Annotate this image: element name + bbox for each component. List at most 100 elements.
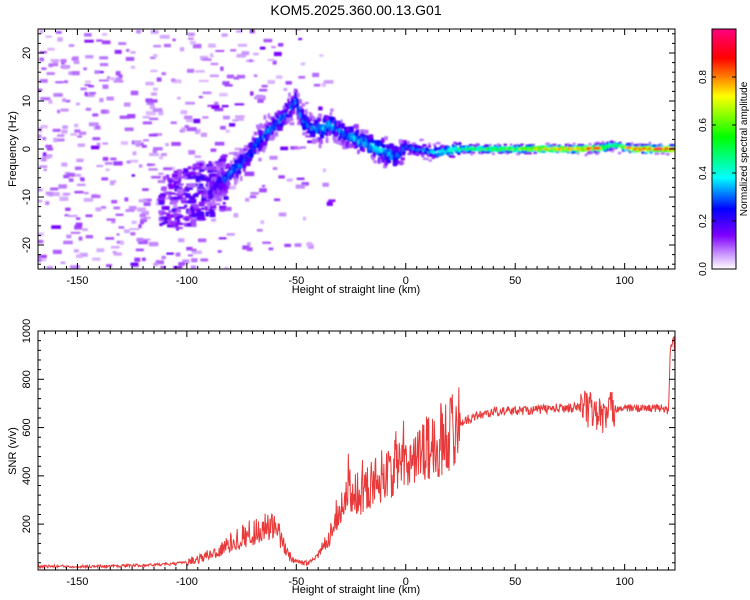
spectrogram-noise-cell xyxy=(50,59,60,62)
spectrogram-noise-cell xyxy=(214,141,225,146)
spectrogram-ridge-cell xyxy=(446,153,450,156)
spectrogram-noise-cell xyxy=(118,226,125,229)
spectrogram-ridge-cell xyxy=(318,143,322,149)
spectrogram-cloud-cell xyxy=(221,154,228,158)
spectrogram-noise-cell xyxy=(98,79,109,82)
spectrogram-ytick-label: 10 xyxy=(21,95,33,107)
spectrogram-noise-cell xyxy=(105,237,115,240)
spectrogram-ridge-cell xyxy=(382,144,386,149)
spectrogram-ridge-cell xyxy=(226,182,231,186)
spectrogram-noise-cell xyxy=(52,192,60,197)
spectrogram-noise-cell xyxy=(295,29,302,31)
spectrogram-ridge-cell xyxy=(316,126,321,132)
spectrogram-ridge-cell xyxy=(584,153,588,157)
spectrogram-noise-cell xyxy=(47,47,55,51)
spectrogram-noise-cell xyxy=(95,207,102,212)
spectrogram-ridge-cell xyxy=(304,123,309,128)
spectrogram-ridge-cell xyxy=(212,190,217,196)
spectrogram-cloud-cell xyxy=(192,204,199,209)
spectrogram-noise-cell xyxy=(50,187,59,191)
spectrogram-ridge-cell xyxy=(312,117,317,121)
spectrogram-ridge-cell xyxy=(601,141,605,144)
spectrogram-noise-cell xyxy=(79,252,88,257)
spectrogram-ridge-cell xyxy=(610,141,615,144)
spectrogram-cloud-cell xyxy=(175,226,183,230)
spectrogram-ridge-cell xyxy=(454,145,458,149)
spectrogram-ridge-cell xyxy=(477,144,480,147)
spectrogram-ridge-cell xyxy=(450,152,454,155)
spectrogram-ridge-cell xyxy=(217,167,221,172)
spectrogram-cloud-cell xyxy=(166,212,170,216)
spectrogram-ridge-cell xyxy=(276,122,281,127)
spectrogram-ridge-cell xyxy=(305,130,309,135)
spectrogram-ridge-cell xyxy=(572,142,576,146)
spectrogram-ridge-cell xyxy=(416,153,420,156)
spectrogram-noise-cell xyxy=(305,101,309,105)
spectrogram-noise-cell xyxy=(77,143,85,147)
spectrogram-cloud-cell xyxy=(159,200,164,205)
spectrogram-noise-cell xyxy=(46,266,53,269)
spectrogram-noise-cell xyxy=(153,87,158,91)
spectrogram-ridge-cell xyxy=(423,157,426,160)
spectrogram-noise-cell xyxy=(61,62,65,65)
spectrogram-noise-cell xyxy=(214,101,219,106)
spectrogram-ridge-cell xyxy=(367,148,372,154)
spectrogram-ridge-cell xyxy=(355,129,360,134)
spectrogram-ridge-cell xyxy=(576,150,580,153)
spectrogram-cloud-cell xyxy=(205,164,214,167)
spectrogram-ridge-cell xyxy=(239,148,244,155)
spectrogram-noise-cell xyxy=(184,125,189,128)
spectrogram-ridge-cell xyxy=(525,144,529,148)
spectrogram-noise-cell xyxy=(118,74,123,79)
spectrogram-noise-cell xyxy=(262,241,271,244)
spectrogram-noise-cell xyxy=(269,155,278,160)
spectrogram-noise-cell xyxy=(104,162,113,165)
spectrogram-cloud-cell xyxy=(167,214,176,218)
snr-frame xyxy=(37,330,676,571)
spectrogram-noise-cell xyxy=(244,171,255,177)
spectrogram-ridge-cell xyxy=(463,151,467,154)
spectrogram-cloud-cell xyxy=(183,168,189,173)
spectrogram-noise-cell xyxy=(74,166,82,170)
spectrogram-ridge-cell xyxy=(543,149,548,152)
spectrogram-noise-cell xyxy=(236,30,243,33)
spectrogram-noise-cell xyxy=(51,225,61,229)
spectrogram-ridge-cell xyxy=(313,138,317,142)
spectrogram-noise-cell xyxy=(84,39,94,43)
spectrogram-noise-cell xyxy=(289,122,295,126)
spectrogram-noise-cell xyxy=(186,224,197,227)
spectrogram-noise-cell xyxy=(202,91,212,95)
spectrogram-noise-cell xyxy=(150,56,156,59)
spectrogram-ridge-cell xyxy=(536,147,541,150)
spectrogram-ridge-cell xyxy=(341,123,345,128)
spectrogram-noise-cell xyxy=(178,262,186,266)
spectrogram-noise-cell xyxy=(48,63,59,67)
spectrogram-cloud-cell xyxy=(192,199,197,204)
spectrogram-ridge-cell xyxy=(503,143,507,147)
spectrogram-noise-cell xyxy=(145,98,153,103)
spectrogram-ridge-cell xyxy=(623,148,628,151)
spectrogram-noise-cell xyxy=(82,87,87,91)
spectrogram-noise-cell xyxy=(43,169,47,171)
spectrogram-cloud-cell xyxy=(167,177,173,181)
spectrogram-ridge-cell xyxy=(236,159,240,165)
spectrogram-ridge-cell xyxy=(654,152,660,155)
spectrogram-noise-cell xyxy=(80,178,85,182)
spectrogram-ridge-cell xyxy=(272,135,276,139)
spectrogram-noise-cell xyxy=(92,137,101,141)
spectrogram-cloud-cell xyxy=(220,192,227,197)
spectrogram-ridge-cell xyxy=(212,198,216,205)
spectrogram-ridge-cell xyxy=(398,139,403,144)
spectrogram-noise-cell xyxy=(150,69,158,73)
spectrogram-noise-cell xyxy=(106,110,110,114)
spectrogram-noise-cell xyxy=(298,76,306,79)
spectrogram-noise-cell xyxy=(247,242,251,246)
spectrogram-cloud-cell xyxy=(171,225,178,228)
spectrogram-ridge-cell xyxy=(295,93,298,99)
spectrogram-ridge-cell xyxy=(508,146,513,150)
spectrogram-ridge-cell xyxy=(499,151,503,154)
spectrogram-noise-cell xyxy=(143,238,151,241)
spectrogram-noise-cell xyxy=(100,109,109,114)
spectrogram-noise-cell xyxy=(102,142,108,145)
